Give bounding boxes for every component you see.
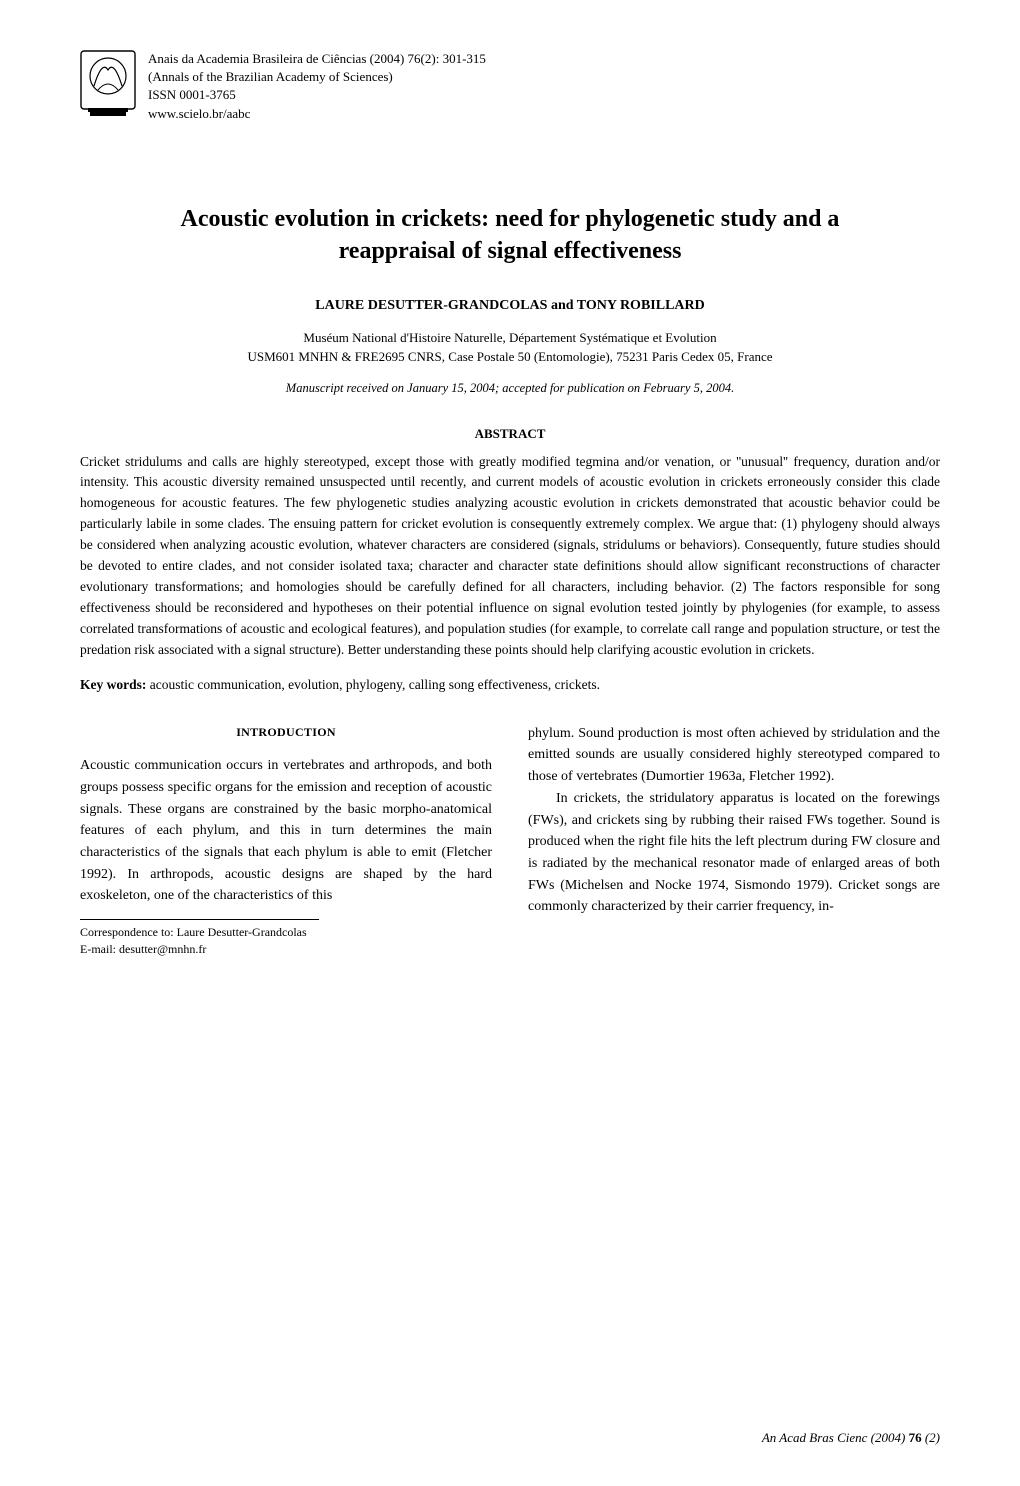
footer-issue: (2) <box>922 1430 940 1445</box>
journal-info-block: Anais da Academia Brasileira de Ciências… <box>148 50 486 123</box>
journal-url: www.scielo.br/aabc <box>148 105 486 123</box>
abstract-heading: ABSTRACT <box>80 426 940 442</box>
authors: LAURE DESUTTER-GRANDCOLAS and TONY ROBIL… <box>80 298 940 314</box>
affiliation: Muséum National d'Histoire Naturelle, Dé… <box>80 328 940 367</box>
journal-logo <box>80 50 136 120</box>
intro-paragraph-1: Acoustic communication occurs in vertebr… <box>80 755 492 907</box>
right-column: phylum. Sound production is most often a… <box>528 723 940 958</box>
keywords-label: Key words: <box>80 677 146 692</box>
manuscript-dates: Manuscript received on January 15, 2004;… <box>80 381 940 396</box>
keywords-text: acoustic communication, evolution, phylo… <box>146 677 600 692</box>
left-column: INTRODUCTION Acoustic communication occu… <box>80 723 492 958</box>
body-columns: INTRODUCTION Acoustic communication occu… <box>80 723 940 958</box>
footer-volume: 76 <box>909 1430 922 1445</box>
keywords-row: Key words: acoustic communication, evolu… <box>80 677 940 693</box>
article-title: Acoustic evolution in crickets: need for… <box>80 203 940 268</box>
journal-title-line: Anais da Academia Brasileira de Ciências… <box>148 50 486 68</box>
journal-issn: ISSN 0001-3765 <box>148 86 486 104</box>
affiliation-line-2: USM601 MNHN & FRE2695 CNRS, Case Postale… <box>80 347 940 367</box>
intro-paragraph-1-cont: phylum. Sound production is most often a… <box>528 723 940 788</box>
footer-year: (2004) <box>867 1430 908 1445</box>
affiliation-line-1: Muséum National d'Histoire Naturelle, Dé… <box>80 328 940 348</box>
journal-subtitle: (Annals of the Brazilian Academy of Scie… <box>148 68 486 86</box>
abstract-body: Cricket stridulums and calls are highly … <box>80 452 940 661</box>
journal-header: Anais da Academia Brasileira de Ciências… <box>80 50 940 123</box>
correspondence-line-2: E-mail: desutter@mnhn.fr <box>80 941 319 958</box>
page-footer: An Acad Bras Cienc (2004) 76 (2) <box>762 1430 940 1446</box>
correspondence-line-1: Correspondence to: Laure Desutter-Grandc… <box>80 924 319 941</box>
intro-paragraph-2: In crickets, the stridulatory apparatus … <box>528 788 940 918</box>
section-heading-introduction: INTRODUCTION <box>80 723 492 742</box>
footer-journal-abbrev: An Acad Bras Cienc <box>762 1430 868 1445</box>
correspondence-block: Correspondence to: Laure Desutter-Grandc… <box>80 919 319 958</box>
